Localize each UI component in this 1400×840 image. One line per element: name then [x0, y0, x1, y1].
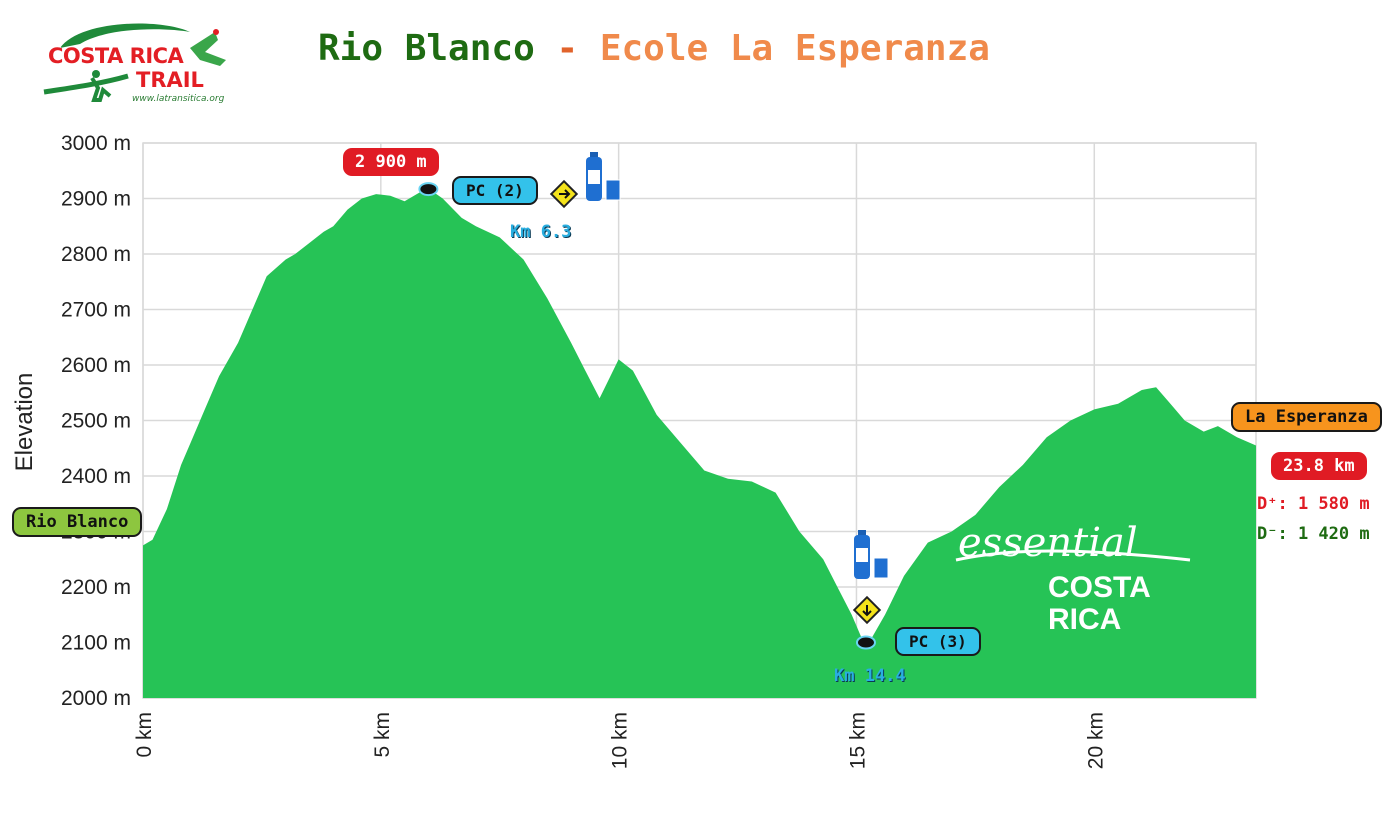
direction-arrow-icon	[852, 595, 882, 625]
title-separator: -	[556, 28, 579, 69]
elevation-area	[143, 188, 1256, 698]
title-end: Ecole La Esperanza	[599, 28, 990, 69]
water-bottle-icon	[586, 152, 621, 201]
sign-arrow	[862, 605, 872, 617]
brand-swoosh	[955, 549, 1191, 562]
checkpoint-3-km: Km 14.4	[834, 666, 906, 686]
x-tick-label: 15 km	[846, 712, 869, 769]
checkpoint-3-marker	[855, 635, 876, 650]
y-axis-label: Elevation	[11, 373, 38, 472]
elevation-loss: D⁻: 1 420 m	[1257, 524, 1370, 544]
chart-markers	[418, 152, 1191, 650]
y-tick-label: 2900 m	[61, 188, 131, 211]
start-label: Rio Blanco	[12, 507, 143, 537]
checkpoint-2-km: Km 6.3	[510, 222, 572, 242]
bottle-cap	[590, 152, 598, 157]
max-altitude-badge: 2 900 m	[343, 148, 439, 176]
elevation-gain: D⁺: 1 580 m	[1257, 494, 1370, 514]
bottle-label	[588, 170, 600, 184]
checkpoint-3-label: PC (3)	[895, 627, 981, 656]
brand-main: COSTA RICA	[1048, 571, 1150, 636]
y-tick-label: 2700 m	[61, 299, 131, 322]
x-tick-label: 5 km	[371, 712, 394, 758]
x-tick-label: 10 km	[609, 712, 632, 769]
y-tick-label: 2400 m	[61, 465, 131, 488]
distance-badge: 23.8 km	[1271, 452, 1367, 480]
title-start: Rio Blanco	[318, 28, 535, 69]
page-title: Rio Blanco - Ecole La Esperanza	[318, 28, 990, 69]
end-label: La Esperanza	[1231, 402, 1382, 432]
y-tick-label: 2800 m	[61, 243, 131, 266]
y-tick-label: 3000 m	[61, 132, 131, 155]
x-tick-label: 20 km	[1084, 712, 1107, 769]
sign-arrow	[559, 189, 571, 199]
glass	[605, 179, 621, 201]
brand-script: essential	[958, 520, 1138, 566]
checkpoint-2-label: PC (2)	[452, 176, 538, 205]
y-tick-label: 2200 m	[61, 576, 131, 599]
glass	[873, 557, 889, 579]
y-tick-label: 2100 m	[61, 632, 131, 655]
water-bottle-icon	[854, 530, 889, 579]
bottle-cap	[858, 530, 866, 535]
y-tick-label: 2600 m	[61, 354, 131, 377]
x-tick-label: 0 km	[133, 712, 156, 758]
y-tick-label: 2500 m	[61, 410, 131, 433]
costa-rica-trail-logo: COSTA RICA TRAIL www.latransitica.org	[40, 18, 240, 110]
y-tick-label: 2000 m	[61, 687, 131, 710]
bottle-label	[856, 548, 868, 562]
direction-arrow-icon	[549, 179, 579, 209]
checkpoint-2-marker	[418, 182, 439, 197]
